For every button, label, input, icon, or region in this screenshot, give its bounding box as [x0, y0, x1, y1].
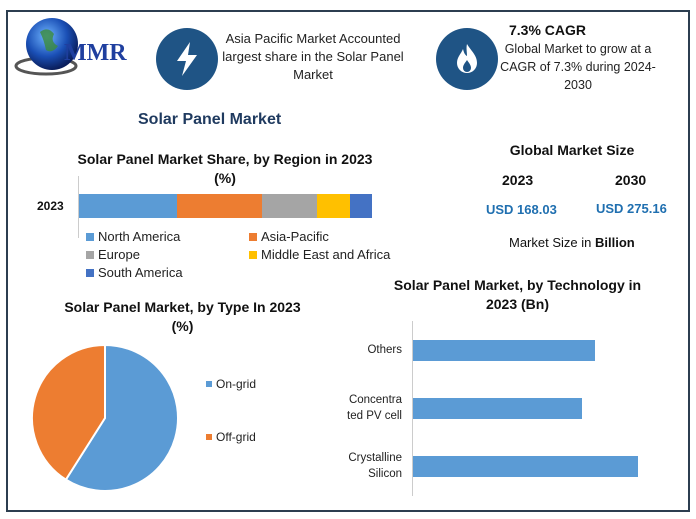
legend-label: North America: [98, 229, 181, 244]
pie-legend-item: Off-grid: [206, 430, 256, 444]
type-chart-title: Solar Panel Market, by Type In 2023 (%): [40, 298, 325, 336]
tech-chart-title-line1: Solar Panel Market, by Technology in: [393, 277, 642, 293]
value-2023: USD 168.03: [486, 202, 557, 217]
region-segment-north-america: [79, 194, 177, 218]
lightning-bolt-icon: [156, 28, 218, 90]
main-title: Solar Panel Market: [138, 111, 282, 128]
region-chart-title: Solar Panel Market Share, by Region in 2…: [60, 150, 390, 188]
tech-category-label: Others: [367, 342, 402, 358]
tech-category-label-line: Concentra: [348, 394, 402, 406]
region-legend-item: Asia-Pacific: [249, 229, 329, 244]
legend-swatch: [206, 434, 212, 440]
type-chart-title-line1: Solar Panel Market, by Type In 2023: [64, 299, 301, 315]
region-segment-europe: [261, 194, 317, 218]
pie-slice-on-grid: [64, 343, 179, 492]
region-chart-title-line2: (%): [214, 170, 236, 186]
pie-slice-off-grid: [31, 343, 106, 482]
cagr-text: Global Market to grow at a CAGR of 7.3% …: [500, 42, 656, 92]
region-category-label: 2023: [37, 199, 64, 213]
note-prefix: Market Size in: [509, 235, 595, 250]
legend-label: Asia-Pacific: [261, 229, 329, 244]
region-chart-title-line1: Solar Panel Market Share, by Region in 2…: [77, 151, 373, 167]
legend-swatch: [249, 232, 257, 241]
infographic-frame: [6, 10, 690, 512]
year-2030: 2030: [615, 172, 647, 188]
tech-bar: [413, 398, 582, 419]
market-size-note: Market Size in Billion: [509, 235, 635, 250]
mmr-logo: MMR: [14, 14, 139, 84]
region-legend-item: South America: [86, 265, 183, 280]
tech-category-label-line: Others: [367, 344, 402, 356]
legend-label: Europe: [98, 247, 140, 262]
tech-category-label-line: Crystalline: [348, 452, 402, 464]
region-segment-asia-pacific: [176, 194, 262, 218]
legend-swatch: [86, 250, 94, 259]
legend-swatch: [206, 381, 212, 387]
tech-category-label-line: ted PV cell: [347, 410, 402, 422]
legend-label: Middle East and Africa: [261, 247, 391, 262]
tech-axis: [412, 321, 413, 496]
flame-icon: [436, 28, 498, 90]
value-2030: USD 275.16: [596, 201, 667, 216]
tech-category-label: Crystalline Silicon: [348, 450, 402, 482]
region-legend-item: North America: [86, 229, 180, 244]
region-legend-item: Middle East and Africa: [249, 247, 390, 262]
year-2023: 2023: [502, 172, 534, 188]
tech-bar: [413, 456, 638, 477]
tech-category-label-line: Silicon: [368, 468, 402, 480]
cagr-title: 7.3% CAGR: [509, 22, 587, 38]
globe-icon: [14, 18, 78, 76]
note-unit: Billion: [594, 235, 635, 250]
region-axis: [78, 176, 79, 238]
pie-legend-item: On-grid: [206, 377, 256, 391]
info-asia-pacific: Asia Pacific Market Accounted largest sh…: [222, 31, 404, 82]
region-segment-south-america: [350, 194, 372, 218]
legend-swatch: [86, 232, 94, 241]
region-legend-item: Europe: [86, 247, 140, 262]
market-size-title: Global Market Size: [509, 142, 635, 158]
legend-label: South America: [98, 265, 183, 280]
type-pie-chart: [31, 343, 179, 492]
region-stacked-bar: [79, 194, 372, 218]
legend-swatch: [86, 268, 94, 277]
type-chart-title-line2: (%): [171, 318, 194, 334]
logo-text: MMR: [64, 40, 127, 66]
legend-label: On-grid: [216, 377, 257, 391]
tech-chart-title: Solar Panel Market, by Technology in 202…: [375, 276, 660, 314]
region-segment-middle-east-and-africa: [316, 194, 350, 218]
tech-bar: [413, 340, 596, 361]
tech-chart-title-line2: 2023 (Bn): [485, 296, 550, 312]
legend-swatch: [249, 250, 257, 259]
tech-category-label: Concentra ted PV cell: [347, 392, 402, 424]
legend-label: Off-grid: [216, 430, 256, 444]
